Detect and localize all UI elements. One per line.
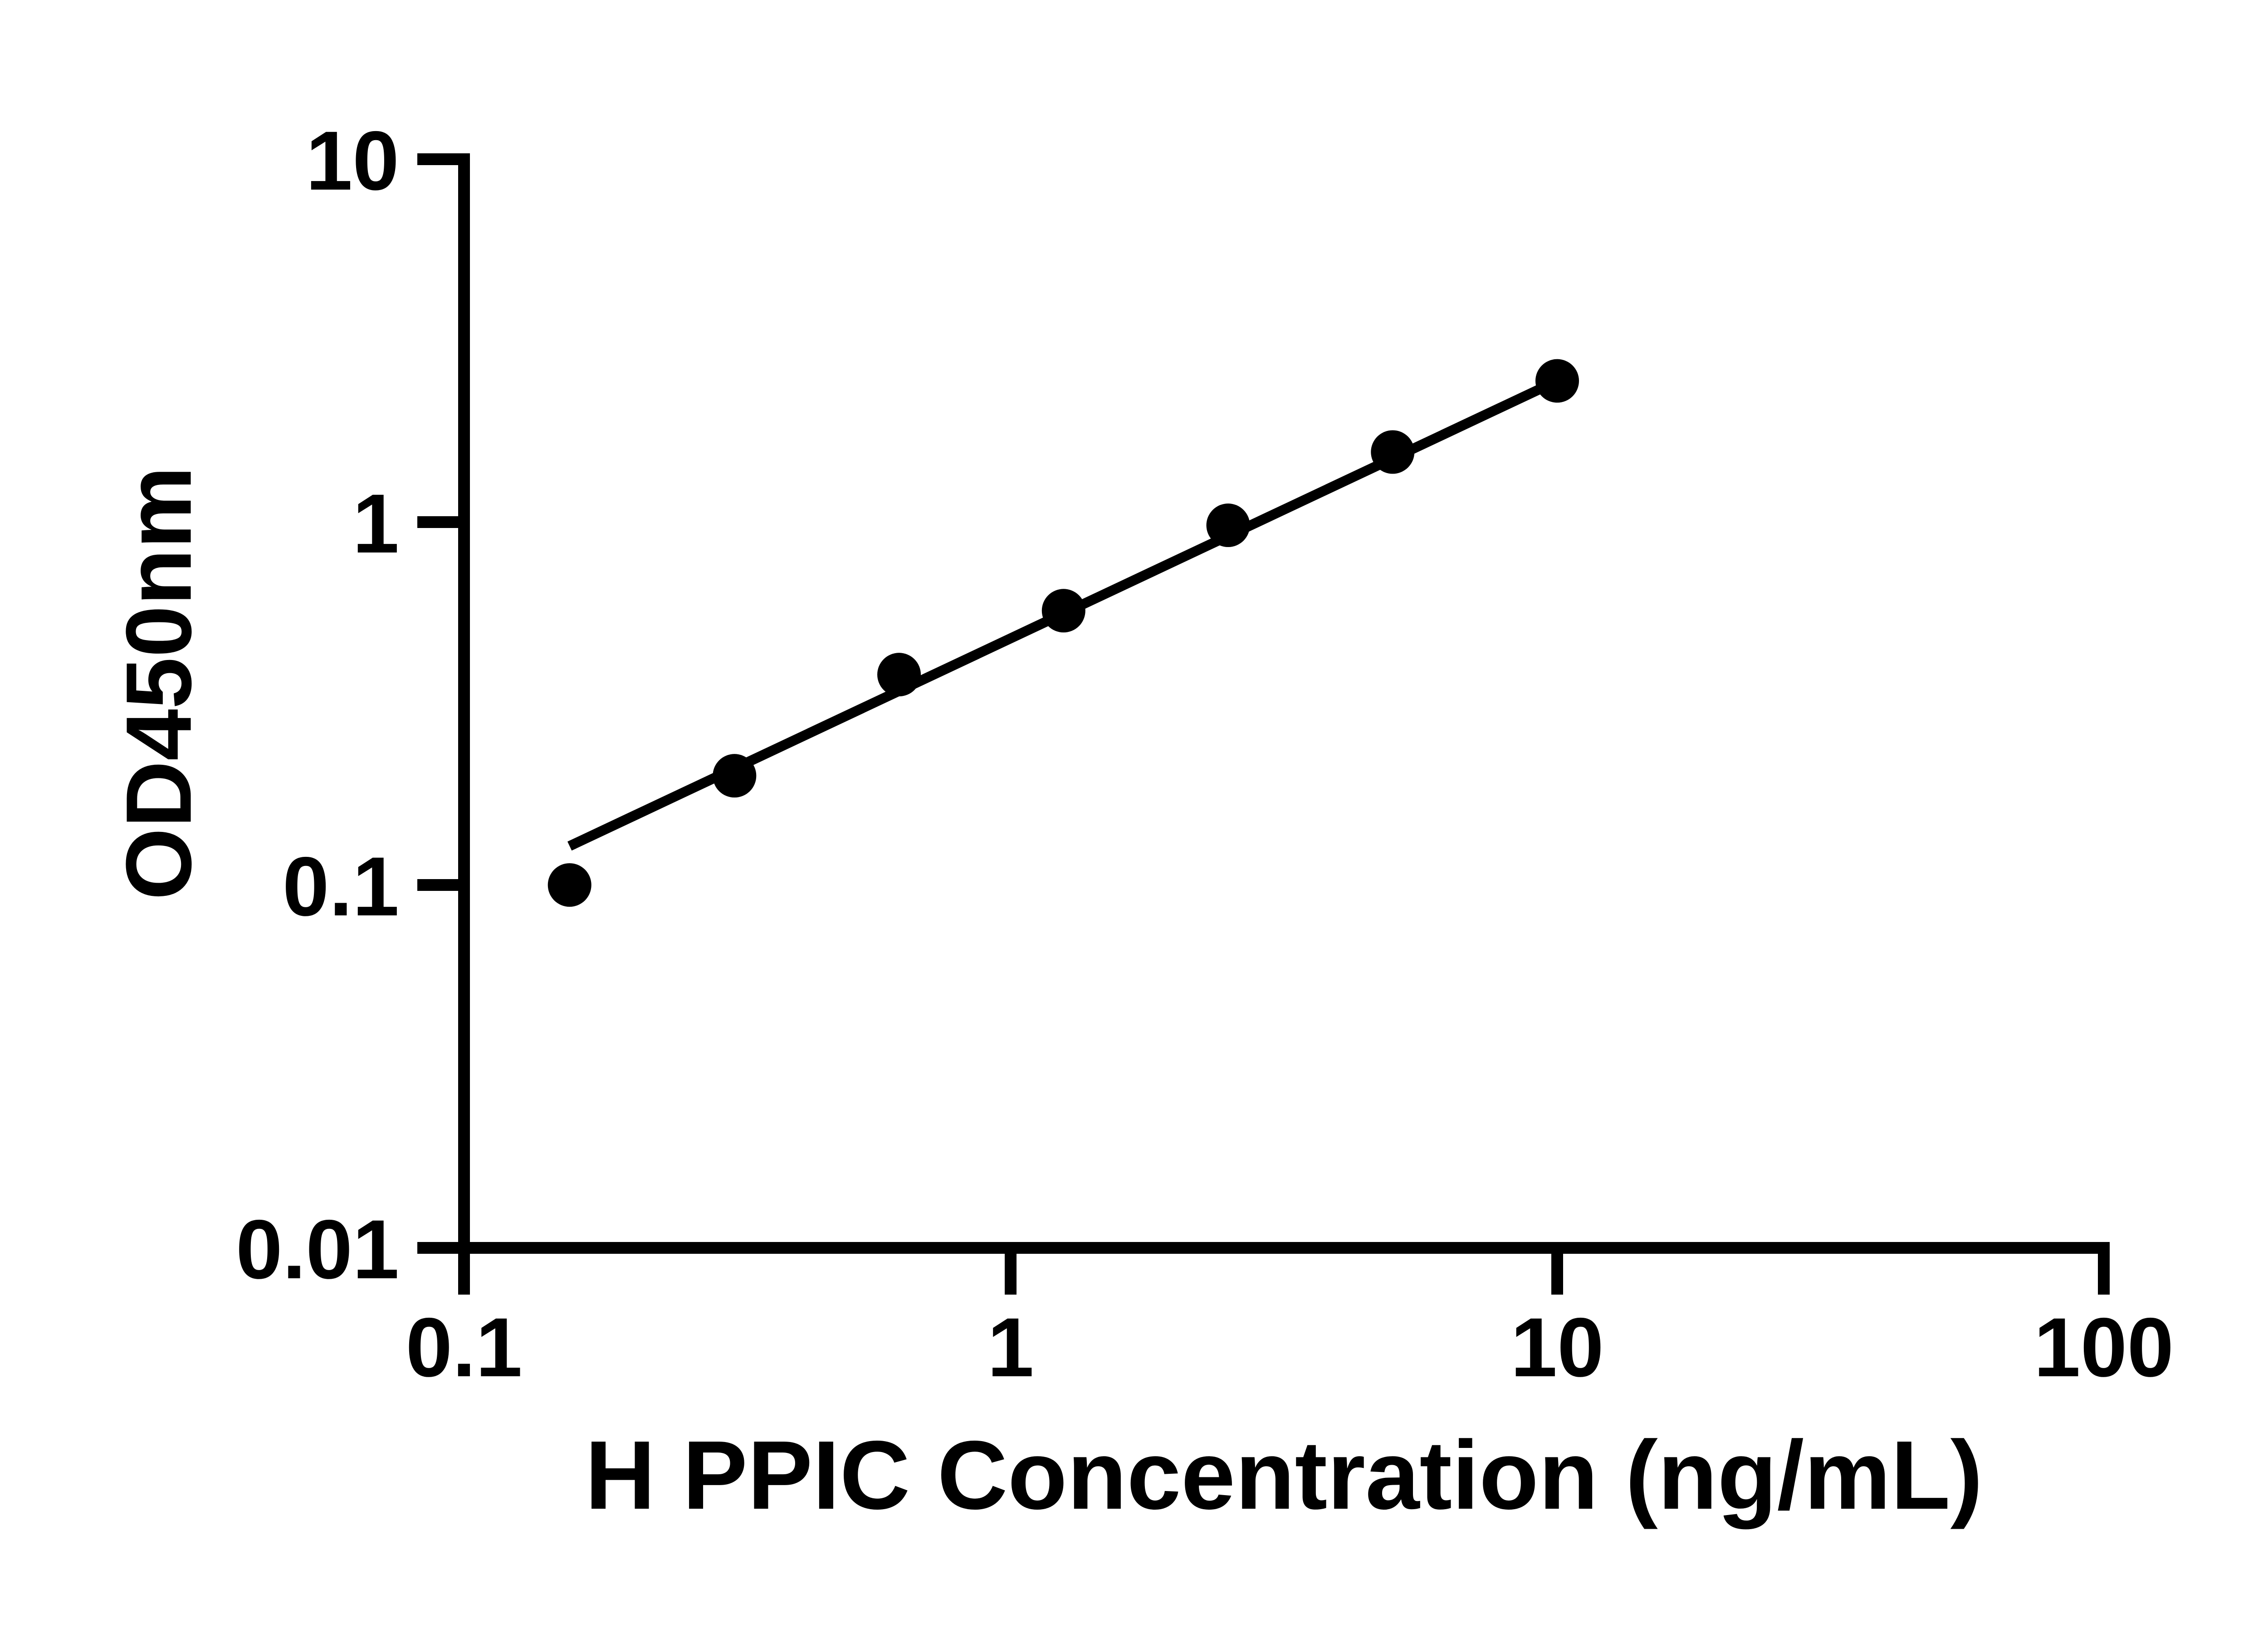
data-point <box>1041 589 1085 633</box>
x-tick-label: 10 <box>1510 1301 1604 1394</box>
data-point <box>1535 359 1579 403</box>
y-tick-label: 10 <box>306 114 399 208</box>
y-tick-label: 1 <box>352 477 399 571</box>
elisa-standard-curve-figure: 0.01 0.1 1 10 0.1 1 10 100 H PPIC Concentration… <box>18 7 2268 1633</box>
data-point <box>1206 504 1250 548</box>
y-tick-label: 0.1 <box>283 840 399 934</box>
x-axis-title: H PPIC Concentration (ng/mL) <box>585 1420 1983 1530</box>
x-tick-label: 0.1 <box>406 1301 522 1394</box>
y-axis-title: OD450nm <box>107 466 211 900</box>
data-point <box>547 863 591 907</box>
data-point <box>713 754 757 798</box>
y-tick-label: 0.01 <box>236 1203 399 1296</box>
x-tick-label: 1 <box>987 1301 1034 1394</box>
data-point <box>877 653 921 697</box>
x-tick-label: 100 <box>2034 1301 2174 1394</box>
data-point <box>1371 430 1415 474</box>
